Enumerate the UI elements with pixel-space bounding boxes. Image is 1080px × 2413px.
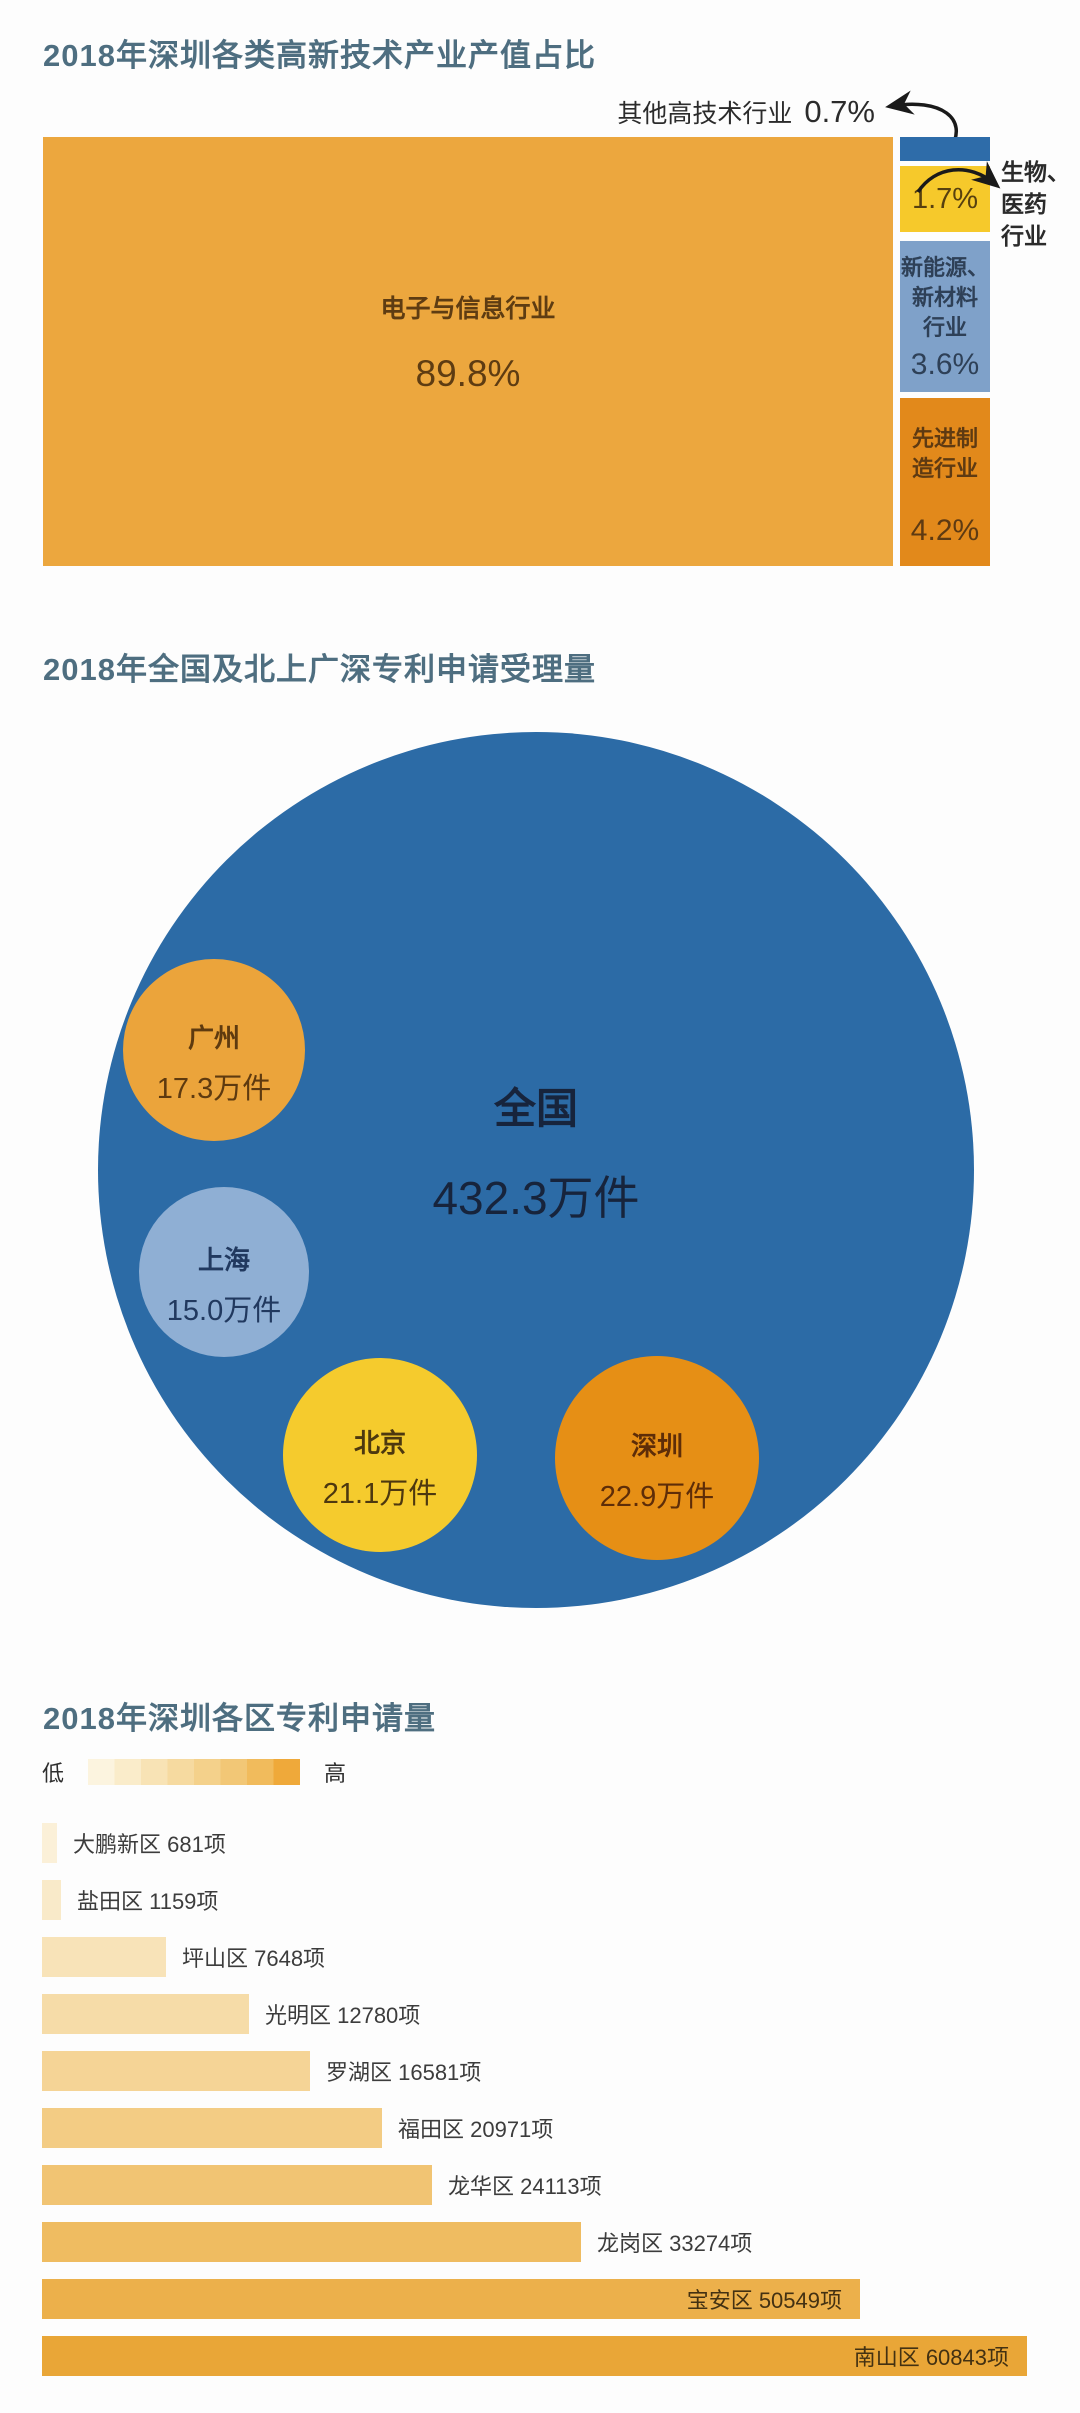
bar-row-longgang: 龙岗区 33274项	[42, 2222, 1062, 2262]
bubble-beijing-label: 北京 21.1万件	[322, 1428, 438, 1510]
treemap-main-label: 电子与信息行业	[380, 294, 556, 323]
bar-label-pingshan: 坪山区 7648项	[182, 1946, 326, 1971]
bar-row-yantian: 盐田区 1159项	[42, 1880, 1062, 1920]
legend-high-label: 高	[324, 1761, 347, 1786]
treemap-annotation: 其他高技术行业 0.7%	[617, 94, 875, 130]
bubble-guangzhou	[123, 959, 305, 1141]
bar-label-yantian: 盐田区 1159项	[77, 1889, 219, 1914]
bar-futian	[42, 2108, 382, 2148]
bar-row-guangming: 光明区 12780项	[42, 1994, 1062, 2034]
annotation-label: 其他高技术行业	[617, 100, 793, 128]
bar-luohu	[42, 2051, 310, 2091]
bubble-guangzhou-label: 广州 17.3万件	[156, 1023, 272, 1105]
bar-label-longhua: 龙华区 24113项	[448, 2174, 602, 2199]
bar-longhua	[42, 2165, 432, 2205]
legend-gradient-bar	[88, 1759, 301, 1785]
bubble-shanghai-label: 上海 15.0万件	[166, 1245, 282, 1327]
bar-guangming	[42, 1994, 249, 2034]
bar-label-nanshan: 南山区 60843项	[853, 2345, 1009, 2370]
bar-nanshan: 南山区 60843项	[42, 2336, 1027, 2376]
bar-label-futian: 福田区 20971项	[398, 2117, 554, 2142]
bar-row-dapeng: 大鹏新区 681项	[42, 1823, 1062, 1863]
bar-row-luohu: 罗湖区 16581项	[42, 2051, 1062, 2091]
bar-yantian	[42, 1880, 61, 1920]
treemap-new-energy-label: 新能源、 新材料 行业	[900, 255, 989, 340]
bubbles-title: 2018年全国及北上广深专利申请受理量	[43, 652, 596, 687]
bar-label-dapeng: 大鹏新区 681项	[73, 1832, 226, 1857]
bar-row-baoan: 宝安区 50549项	[42, 2279, 1062, 2319]
bio-industry-outside-label: 生物、 医药 行业	[1001, 159, 1070, 249]
bar-label-baoan: 宝安区 50549项	[686, 2288, 842, 2313]
annotation-value: 0.7%	[804, 94, 875, 129]
bar-row-pingshan: 坪山区 7648项	[42, 1937, 1062, 1977]
bar-row-nanshan: 南山区 60843项	[42, 2336, 1062, 2376]
bubble-beijing	[283, 1358, 477, 1552]
treemap-advanced-mfg-pct: 4.2%	[910, 514, 980, 547]
bubble-shanghai	[139, 1187, 309, 1357]
treemap-advanced-mfg-label: 先进制 造行业	[911, 426, 978, 481]
bar-longgang	[42, 2222, 581, 2262]
bubble-national-label: 全国 432.3万件	[432, 1085, 640, 1224]
bubble-shenzhen-label: 深圳 22.9万件	[599, 1431, 715, 1513]
bar-label-longgang: 龙岗区 33274项	[597, 2231, 753, 2256]
bar-row-longhua: 龙华区 24113项	[42, 2165, 1062, 2205]
treemap-title: 2018年深圳各类高新技术产业产值占比	[43, 38, 596, 73]
bar-label-guangming: 光明区 12780项	[265, 2003, 421, 2028]
treemap-main-pct: 89.8%	[415, 352, 521, 394]
bar-row-futian: 福田区 20971项	[42, 2108, 1062, 2148]
legend-low-label: 低	[42, 1761, 65, 1786]
bars-title: 2018年深圳各区专利申请量	[43, 1701, 436, 1736]
treemap-block-electronics: 电子与信息行业 89.8%	[43, 137, 893, 566]
bubble-national	[98, 732, 974, 1608]
bar-pingshan	[42, 1937, 166, 1977]
bubble-shenzhen	[555, 1356, 759, 1560]
treemap-block-other	[900, 137, 990, 161]
bar-label-luohu: 罗湖区 16581项	[326, 2060, 482, 2085]
curved-arrow-bio-industry	[916, 161, 1001, 194]
bar-dapeng	[42, 1823, 57, 1863]
bar-chart: 大鹏新区 681项 盐田区 1159项坪山区 7648项光明区 12780项罗湖区…	[42, 1823, 1062, 2393]
treemap-block-advanced-mfg: 先进制 造行业 4.2%	[900, 398, 990, 566]
bar-legend: 低 高	[42, 1757, 346, 1787]
treemap-new-energy-pct: 3.6%	[910, 348, 980, 381]
bar-baoan: 宝安区 50549项	[42, 2279, 860, 2319]
treemap-block-new-energy: 新能源、 新材料 行业 3.6%	[900, 241, 990, 392]
